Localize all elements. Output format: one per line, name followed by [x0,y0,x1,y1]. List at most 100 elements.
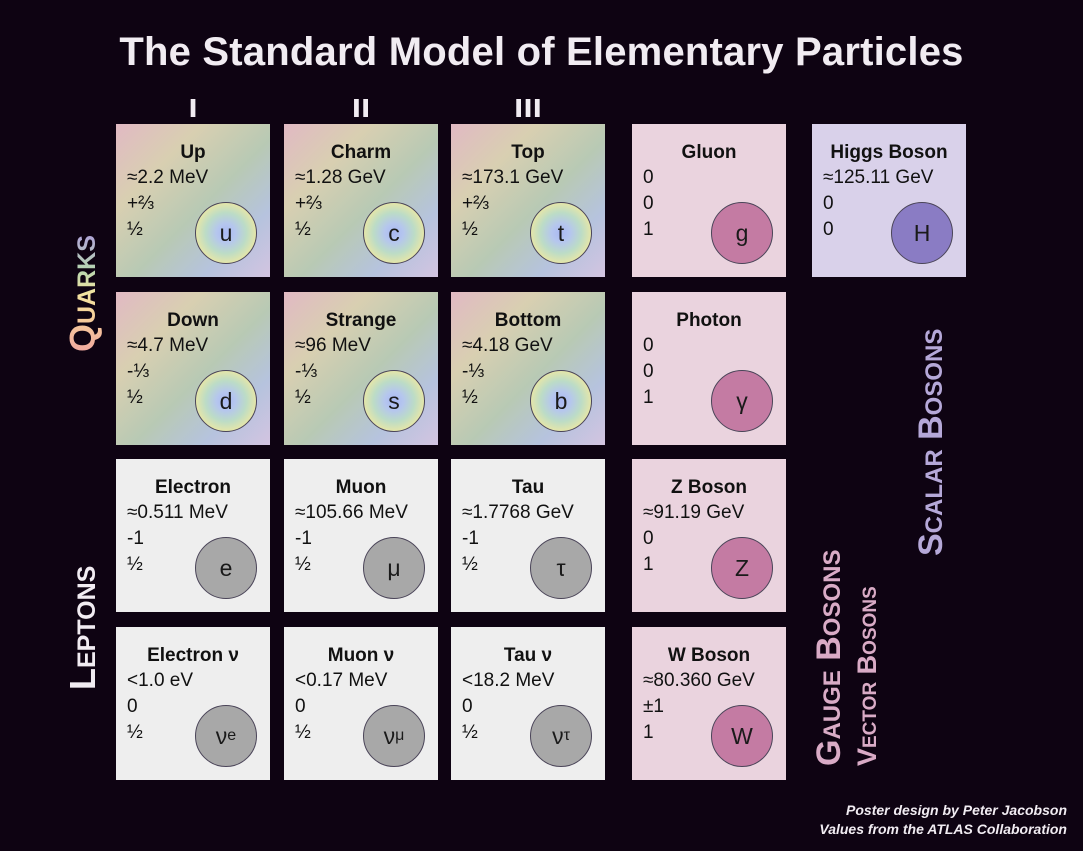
particle-mass: <1.0 eV [127,670,194,691]
particle-symbol-icon: t [530,202,592,264]
particle-mass: ≈2.2 MeV [127,167,209,188]
gauge-bosons-label: Gauge Bosons [810,549,848,766]
particle-spin: 0 [823,219,834,240]
particle-mass: ≈1.28 GeV [295,167,386,188]
particle-mass: <18.2 MeV [462,670,555,691]
particle-charge: -1 [295,528,312,549]
symbol-text: W [731,722,753,749]
particle-charge: 0 [643,528,654,549]
particle-name: Charm [330,142,392,163]
symbol-text: u [219,219,233,246]
particle-card-tau: Tau ≈1.7768 GeV -1 ½ τ [451,459,605,612]
particle-mass: ≈4.7 MeV [127,335,209,356]
particle-mass: ≈91.19 GeV [643,502,745,523]
generation-label-3: III [514,94,542,123]
particle-spin: ½ [462,387,478,408]
page-title: The Standard Model of Elementary Particl… [119,30,964,74]
particle-charge: +⅔ [462,193,489,214]
particle-charge: -1 [127,528,144,549]
particle-card-photon: Photon 0 0 1 γ [632,292,786,445]
particle-card-w-boson: W Boson ≈80.360 GeV ±1 1 W [632,627,786,780]
symbol-text: ν [215,722,228,749]
particle-name: Z Boson [671,477,747,498]
particle-charge: -⅓ [462,361,485,382]
symbol-text: τ [556,554,566,581]
particle-charge: 0 [643,361,654,382]
symbol-text: c [388,219,400,246]
symbol-subscript: μ [395,727,405,744]
particle-card-z-boson: Z Boson ≈91.19 GeV 0 1 Z [632,459,786,612]
particle-charge: +⅔ [127,193,154,214]
particle-mass: ≈173.1 GeV [462,167,564,188]
particle-symbol-icon: e [195,537,257,599]
symbol-text: Z [734,554,750,581]
symbol-text: μ [387,554,401,581]
particle-symbol-icon: γ [711,370,773,432]
particle-name: Gluon [681,142,737,163]
particle-spin: ½ [462,219,478,240]
symbol-text: g [735,219,749,246]
generation-label-2: II [351,94,371,123]
particle-name: Higgs Boson [830,142,948,163]
particle-mass: ≈4.18 GeV [462,335,553,356]
particle-card-up: Up ≈2.2 MeV +⅔ ½ u [116,124,270,277]
particle-mass: <0.17 MeV [295,670,388,691]
particle-name: W Boson [667,645,751,666]
particle-card-charm: Charm ≈1.28 GeV +⅔ ½ c [284,124,438,277]
particle-name: Muon ν [327,645,395,666]
particle-name: Bottom [494,310,562,331]
particle-name: Tau [511,477,545,498]
particle-spin: ½ [295,219,311,240]
leptons-label: Leptons [62,565,103,690]
particle-symbol-icon: W [711,705,773,767]
particle-spin: 1 [643,554,654,575]
particle-symbol-icon: c [363,202,425,264]
particle-symbol-icon: s [363,370,425,432]
symbol-text: s [388,387,400,414]
credit-design: Poster design by Peter Jacobson [846,802,1067,818]
quarks-label: Quarks [62,235,103,352]
symbol-text: γ [736,387,748,414]
particle-mass: ≈80.360 GeV [643,670,755,691]
particle-name: Tau ν [503,645,553,666]
generation-label-1: I [188,94,198,123]
particle-card-electron: Electron ≈0.511 MeV -1 ½ e [116,459,270,612]
particle-spin: ½ [462,554,478,575]
particle-charge: 0 [643,193,654,214]
particle-card-down: Down ≈4.7 MeV -⅓ ½ d [116,292,270,445]
particle-name: Electron [154,477,232,498]
particle-mass: 0 [643,335,654,356]
symbol-subscript: τ [563,727,570,744]
particle-spin: ½ [295,554,311,575]
particle-charge: -⅓ [127,361,150,382]
credit-values: Values from the ATLAS Collaboration [819,821,1067,837]
particle-charge: 0 [823,193,834,214]
particle-charge: ±1 [643,696,664,717]
symbol-text: H [913,219,931,246]
vector-bosons-label: Vector Bosons [852,586,882,766]
particle-charge: -⅓ [295,361,318,382]
particle-symbol-icon: τ [530,537,592,599]
particle-spin: ½ [295,722,311,743]
particle-symbol-icon: u [195,202,257,264]
particle-card-gluon: Gluon 0 0 1 g [632,124,786,277]
particle-charge: 0 [295,696,306,717]
particle-symbol-icon: d [195,370,257,432]
particle-name: Strange [325,310,397,331]
particle-spin: ½ [127,219,143,240]
particle-mass: ≈125.11 GeV [823,167,934,188]
particle-mass: ≈96 MeV [295,335,371,356]
particle-spin: 1 [643,387,654,408]
particle-name: Electron ν [147,645,239,666]
particle-spin: ½ [127,722,143,743]
particle-symbol-icon: g [711,202,773,264]
particle-charge: -1 [462,528,479,549]
particle-symbol-icon: H [891,202,953,264]
particle-symbol-icon: b [530,370,592,432]
symbol-text: t [557,219,565,246]
particle-name: Muon [335,477,387,498]
particle-card-bottom: Bottom ≈4.18 GeV -⅓ ½ b [451,292,605,445]
